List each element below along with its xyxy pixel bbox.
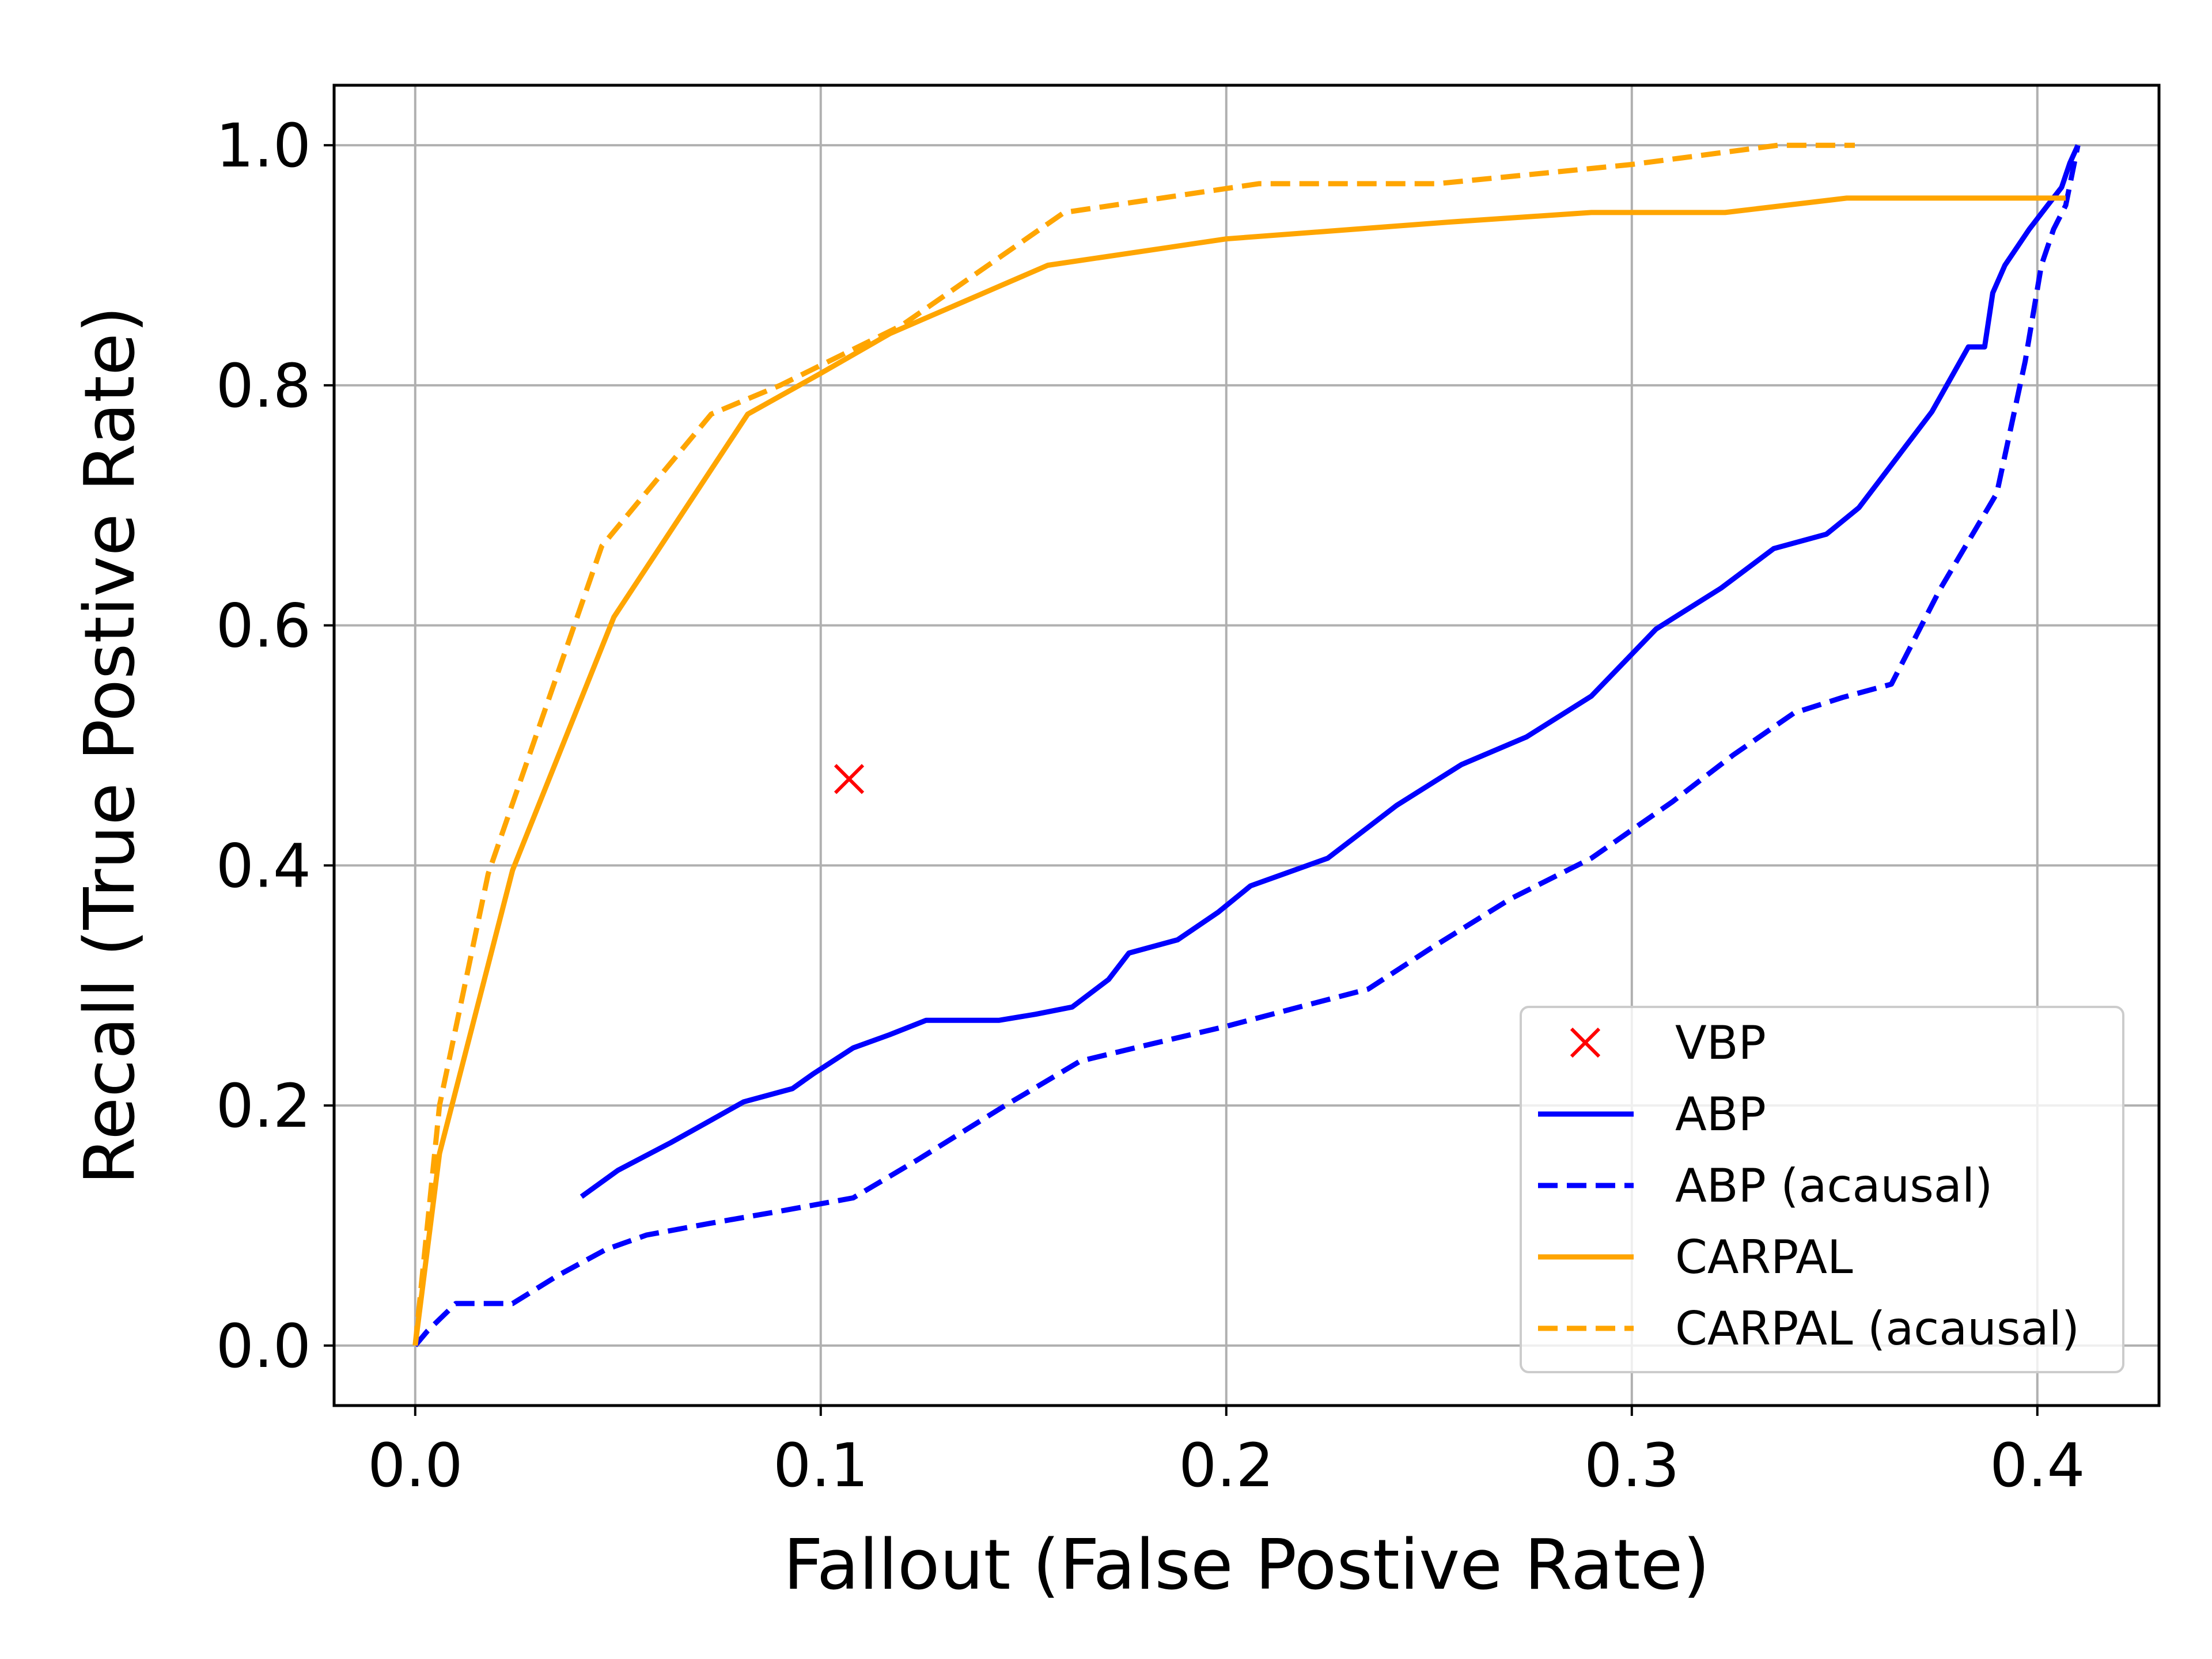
x-tick-label: 0.4 bbox=[1990, 1430, 2085, 1501]
y-tick-label: 0.2 bbox=[216, 1071, 311, 1141]
abp-line bbox=[579, 144, 2081, 1199]
x-tick-label: 0.0 bbox=[368, 1430, 463, 1501]
legend: VBP ABP ABP (acausal) CARPAL CARPAL (acausal… bbox=[1520, 1006, 2124, 1373]
axis-ticks: 0.0 0.1 0.2 0.3 0.4 0.0 0.2 0.4 0.6 0.8 1.0 bbox=[216, 111, 2085, 1501]
legend-abp-acausal-label: ABP (acausal) bbox=[1675, 1159, 1993, 1213]
x-tick-label: 0.1 bbox=[773, 1430, 868, 1501]
legend-vbp-marker bbox=[1570, 1027, 1601, 1058]
carpal-acausal-line bbox=[412, 142, 1855, 1346]
x-axis-label: Fallout (False Postive Rate) bbox=[783, 1525, 1710, 1605]
carpal-line bbox=[412, 195, 2066, 1346]
grid bbox=[334, 85, 2159, 1406]
x-tick-label: 0.3 bbox=[1584, 1430, 1679, 1501]
y-tick-label: 0.8 bbox=[216, 351, 311, 421]
y-tick-label: 0.4 bbox=[216, 831, 311, 901]
y-tick-label: 0.0 bbox=[216, 1311, 311, 1381]
legend-vbp-label: VBP bbox=[1675, 1016, 1766, 1070]
y-axis-label: Recall (True Postive Rate) bbox=[70, 306, 150, 1184]
plot-frame bbox=[332, 84, 2161, 1407]
abp-acausal-line bbox=[413, 145, 2081, 1347]
vbp-marker bbox=[834, 764, 865, 794]
legend-carpal-acausal-label: CARPAL (acausal) bbox=[1675, 1302, 2080, 1355]
y-tick-label: 0.6 bbox=[216, 591, 311, 661]
y-tick-label: 1.0 bbox=[216, 111, 311, 181]
legend-abp-label: ABP bbox=[1675, 1088, 1766, 1141]
x-tick-label: 0.2 bbox=[1179, 1430, 1274, 1501]
plot-series bbox=[412, 142, 2081, 1347]
legend-box bbox=[1520, 1006, 2124, 1373]
legend-carpal-label: CARPAL bbox=[1675, 1230, 1853, 1284]
